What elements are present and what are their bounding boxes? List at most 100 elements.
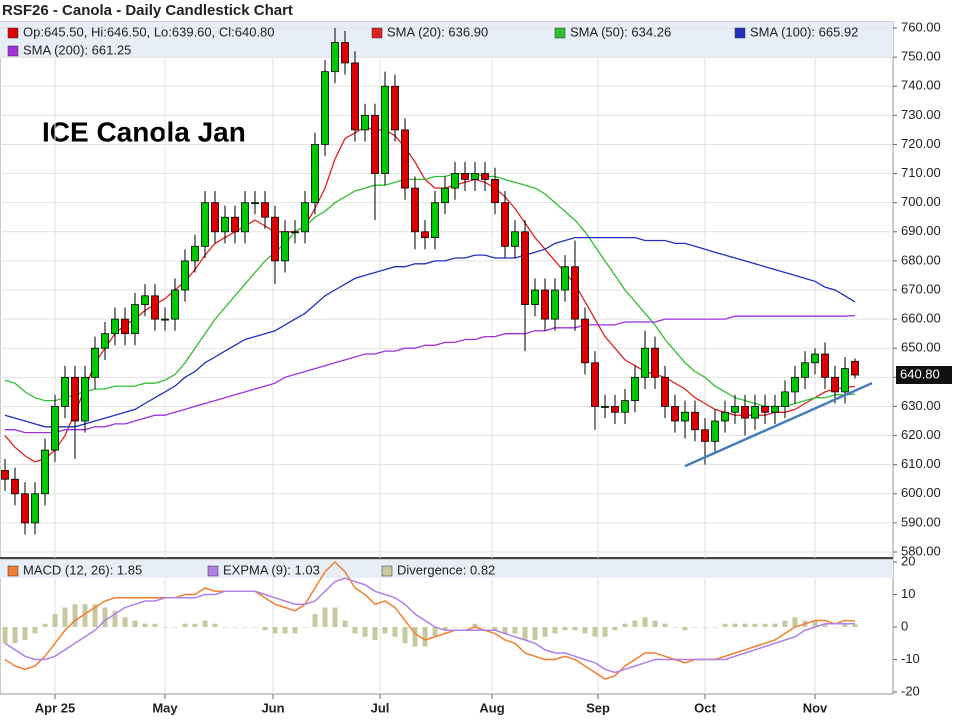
y-tick-label: 720.00	[901, 136, 941, 151]
y-tick-label: 680.00	[901, 252, 941, 267]
trendline	[684, 382, 873, 468]
candle-body	[491, 178, 499, 204]
candle-body	[751, 406, 759, 419]
divergence-bar	[552, 627, 558, 634]
x-tick-label: Apr 25	[35, 700, 75, 715]
y-tick-label: 610.00	[901, 456, 941, 471]
x-tick-label: Aug	[479, 700, 504, 715]
divergence-bar	[212, 623, 218, 627]
candle-body	[1, 470, 9, 480]
legend-swatch	[7, 565, 19, 577]
last-price-box	[896, 366, 952, 385]
macd-legend-band	[0, 560, 893, 578]
divergence-bar	[12, 627, 18, 644]
candle-body	[781, 391, 789, 407]
y-tick-label: -10	[901, 651, 920, 666]
candle-body	[221, 216, 229, 233]
divergence-bar	[392, 627, 398, 637]
divergence-bar	[322, 607, 328, 627]
divergence-bar	[532, 627, 538, 640]
candle-body	[791, 376, 799, 393]
candle-body	[311, 144, 319, 204]
legend-swatch	[207, 565, 219, 577]
candle-body	[461, 173, 469, 180]
divergence-bar	[512, 627, 518, 634]
candle-body	[401, 129, 409, 189]
divergence-bar	[402, 627, 408, 644]
x-tick-label: Jun	[261, 700, 284, 715]
candle-body	[321, 71, 329, 145]
candle-body	[451, 173, 459, 189]
divergence-bar	[142, 623, 148, 627]
candle-body	[481, 173, 489, 180]
candle-body	[571, 266, 579, 320]
divergence-bar	[162, 627, 168, 628]
sma-line	[5, 314, 856, 434]
divergence-bar	[102, 607, 108, 627]
divergence-bar	[602, 627, 608, 637]
candle-body	[271, 216, 279, 262]
divergence-bar	[312, 614, 318, 627]
divergence-bar	[272, 627, 278, 634]
divergence-bar	[122, 617, 128, 627]
divergence-bar	[52, 614, 58, 627]
divergence-bar	[172, 627, 178, 628]
divergence-bar	[222, 627, 228, 628]
divergence-bar	[202, 620, 208, 627]
candle-body	[771, 406, 779, 413]
macd-line	[4, 577, 856, 674]
divergence-bar	[572, 627, 578, 631]
y-tick-label: 740.00	[901, 78, 941, 93]
candle-body	[821, 353, 829, 378]
divergence-bar	[452, 627, 458, 628]
divergence-bar	[42, 623, 48, 627]
divergence-bar	[542, 627, 548, 637]
legend-swatch	[734, 27, 746, 39]
y-tick-label: 760.00	[901, 19, 941, 34]
divergence-bar	[72, 604, 78, 627]
divergence-bar	[642, 617, 648, 627]
legend-label: EXPMA (9): 1.03	[223, 562, 320, 577]
divergence-bar	[472, 623, 478, 627]
legend-swatch	[554, 27, 566, 39]
divergence-bar	[192, 623, 198, 627]
y-tick-label: 630.00	[901, 398, 941, 413]
candle-body	[351, 62, 359, 131]
y-tick-label: 650.00	[901, 340, 941, 355]
candle-body	[501, 202, 509, 247]
divergence-bar	[442, 627, 448, 631]
legend-swatch	[371, 27, 383, 39]
divergence-bar	[342, 620, 348, 627]
divergence-bar	[432, 627, 438, 637]
candle-body	[21, 493, 29, 524]
divergence-bar	[22, 627, 28, 640]
candle-body	[691, 411, 699, 431]
candle-body	[231, 216, 239, 233]
divergence-bar	[732, 623, 738, 627]
legend-label: SMA (100): 665.92	[750, 24, 858, 39]
divergence-bar	[232, 627, 238, 628]
divergence-bar	[62, 607, 68, 627]
candle-body	[831, 376, 839, 393]
candle-body	[541, 289, 549, 320]
legend-label: Divergence: 0.82	[397, 562, 495, 577]
candle-body	[521, 231, 529, 305]
divergence-bar	[782, 620, 788, 627]
candle-body	[371, 114, 379, 174]
candle-body	[671, 406, 679, 422]
divergence-bar	[822, 623, 828, 627]
divergence-bar	[622, 623, 628, 627]
candle-body	[551, 289, 559, 320]
candle-body	[101, 333, 109, 349]
divergence-bar	[662, 623, 668, 627]
y-tick-label: 0	[901, 618, 908, 633]
candle-body	[681, 411, 689, 422]
divergence-bar	[412, 627, 418, 647]
candle-body	[341, 42, 349, 64]
candle-body	[171, 289, 179, 320]
x-tick-label: May	[152, 700, 178, 715]
divergence-bar	[632, 620, 638, 627]
candle-body	[801, 362, 809, 378]
divergence-bar	[132, 620, 138, 627]
